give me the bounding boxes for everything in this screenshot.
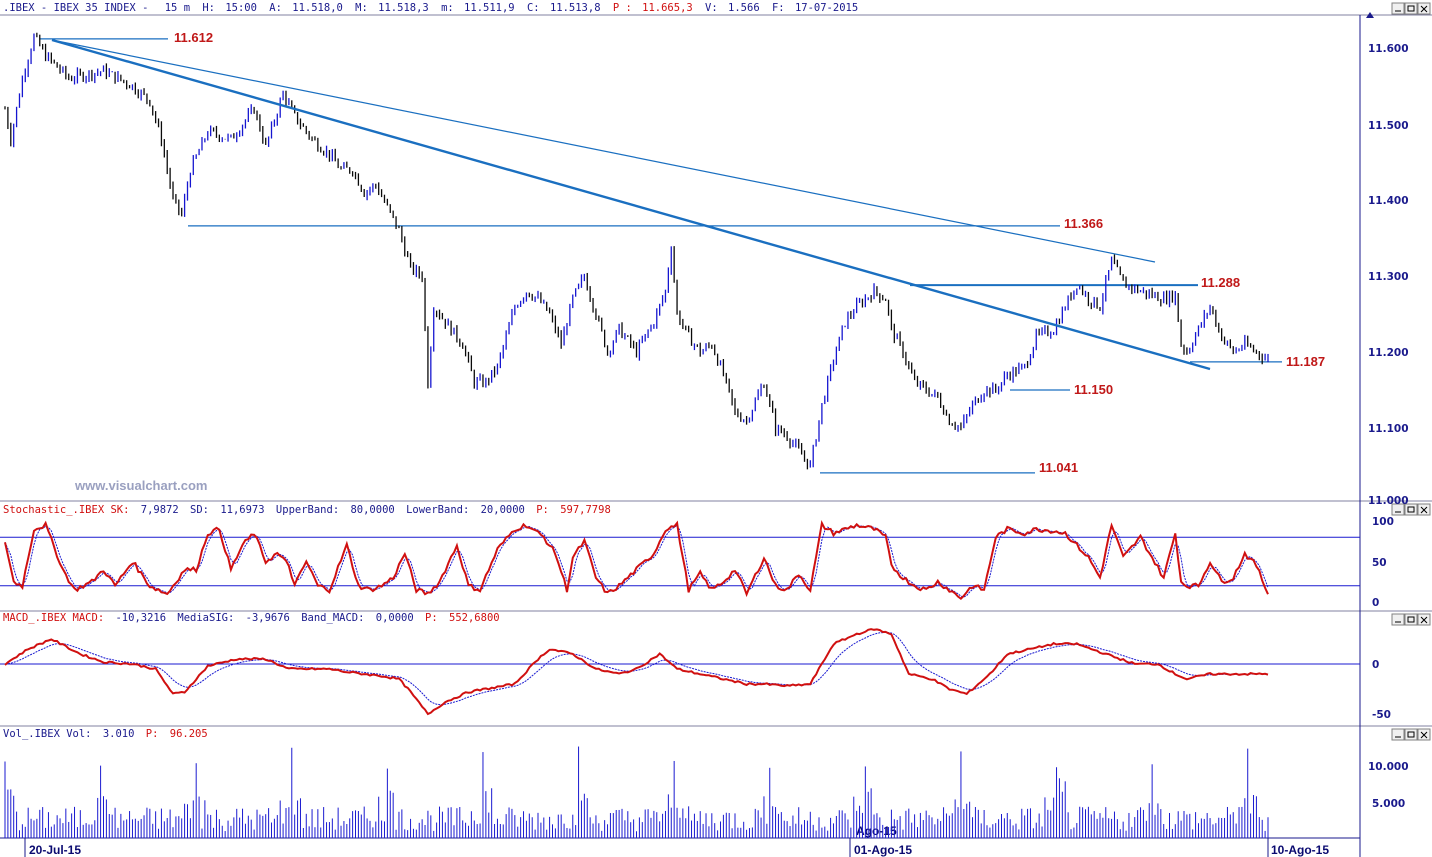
- macd-title: MACD_.IBEX MACD:: [3, 612, 104, 624]
- vol-header: Vol_.IBEX Vol: 3.010 P: 96.205: [3, 728, 208, 740]
- level-label: 11.187: [1286, 354, 1325, 369]
- x-label-20-jul: 20-Jul-15: [29, 843, 81, 857]
- header-p-value: 11.665,3: [642, 2, 693, 14]
- price-minimize-button[interactable]: [1391, 2, 1405, 15]
- header-h-label: H:: [202, 2, 215, 14]
- price-tick-label: 11.000: [1368, 495, 1409, 507]
- header-c-label: C:: [527, 2, 540, 14]
- vol-p-value: 96.205: [170, 728, 208, 740]
- header-h-value: 15:00: [225, 2, 257, 14]
- stoch-p-label: P:: [536, 504, 549, 516]
- macd-close-button[interactable]: [1417, 613, 1431, 626]
- stoch-k-line: [4, 519, 1269, 601]
- volume-bars: [4, 746, 1269, 838]
- header-low-value: 11.511,9: [464, 2, 515, 14]
- price-candles: [4, 32, 1269, 470]
- stoch-minimize-button[interactable]: [1391, 503, 1405, 516]
- macd-value: -10,3216: [115, 612, 166, 624]
- trend-line-main: [51, 38, 1211, 371]
- stoch-sk-value: 7,9872: [141, 504, 179, 516]
- watermark: www.visualchart.com: [74, 478, 207, 493]
- header-a-value: 11.518,0: [292, 2, 343, 14]
- stoch-lb-value: 20,0000: [481, 504, 525, 516]
- price-tick-label: 11.300: [1368, 271, 1409, 283]
- x-label-01-ago: 01-Ago-15: [854, 843, 912, 857]
- price-maximize-button[interactable]: [1404, 2, 1418, 15]
- stoch-close-button[interactable]: [1417, 503, 1431, 516]
- header-bar: [0, 0, 1432, 14]
- stoch-window-controls: [1391, 503, 1431, 516]
- vol-maximize-button[interactable]: [1404, 728, 1418, 741]
- vol-close-button[interactable]: [1417, 728, 1431, 741]
- price-tick-label: 11.500: [1368, 120, 1409, 132]
- vol-tick-label: 5.000: [1372, 798, 1405, 810]
- macd-tick-label: 0: [1372, 659, 1379, 671]
- macd-band-value: 0,0000: [376, 612, 414, 624]
- stoch-tick-label: 0: [1372, 597, 1379, 609]
- macd-band-label: Band_MACD:: [301, 612, 364, 624]
- macd-line: [4, 628, 1269, 716]
- macd-signal-line: [4, 631, 1269, 706]
- header-f-label: F:: [772, 2, 785, 14]
- header-c-value: 11.513,8: [550, 2, 601, 14]
- header-f-value: 17-07-2015: [795, 2, 858, 14]
- stoch-ub-value: 80,0000: [350, 504, 394, 516]
- stoch-tick-label: 50: [1372, 557, 1387, 569]
- stoch-tick-label: 100: [1372, 516, 1394, 528]
- price-tick-label: 11.400: [1368, 195, 1409, 207]
- macd-window-controls: [1391, 613, 1431, 626]
- level-label: 11.041: [1039, 460, 1078, 475]
- price-tick-label: 11.600: [1368, 43, 1409, 55]
- price-scroll-up-icon[interactable]: [1366, 12, 1374, 18]
- vol-tick-label: 10.000: [1368, 761, 1409, 773]
- level-label: 11.612: [174, 30, 213, 45]
- macd-maximize-button[interactable]: [1404, 613, 1418, 626]
- macd-tick-label: -50: [1372, 709, 1391, 721]
- stoch-sd-value: 11,6973: [220, 504, 264, 516]
- header-v-label: V:: [705, 2, 718, 14]
- stochastic-lines: [0, 519, 1360, 601]
- vol-p-label: P:: [146, 728, 159, 740]
- chart-header: .IBEX - IBEX 35 INDEX - 15 m H: 15:00 A:…: [3, 2, 858, 14]
- macd-sig-label: MediaSIG:: [177, 612, 234, 624]
- header-a-label: A:: [269, 2, 282, 14]
- macd-sig-value: -3,9676: [246, 612, 290, 624]
- vol-value: 3.010: [103, 728, 135, 740]
- trend-line-upper: [51, 39, 1156, 263]
- price-y-ticks: 11.600 11.500 11.400 11.300 11.200 11.10…: [1368, 43, 1409, 507]
- stoch-maximize-button[interactable]: [1404, 503, 1418, 516]
- stoch-title: Stochastic_.IBEX SK:: [3, 504, 129, 516]
- macd-minimize-button[interactable]: [1391, 613, 1405, 626]
- macd-lines: [0, 628, 1360, 716]
- header-p-label: P :: [613, 2, 632, 14]
- macd-p-label: P:: [425, 612, 438, 624]
- vol-window-controls: [1391, 728, 1431, 741]
- price-tick-label: 11.200: [1368, 347, 1409, 359]
- price-close-button[interactable]: [1417, 2, 1431, 15]
- header-timeframe: 15 m: [165, 2, 190, 14]
- header-m-value: 11.518,3: [378, 2, 429, 14]
- level-label: 11.288: [1201, 275, 1240, 290]
- vol-minimize-button[interactable]: [1391, 728, 1405, 741]
- stoch-ub-label: UpperBand:: [276, 504, 339, 516]
- stoch-p-value: 597,7798: [560, 504, 611, 516]
- price-tick-label: 11.100: [1368, 423, 1409, 435]
- stoch-header: Stochastic_.IBEX SK: 7,9872 SD: 11,6973 …: [3, 504, 611, 516]
- macd-p-value: 552,6800: [449, 612, 500, 624]
- header-m-label: M:: [355, 2, 368, 14]
- stoch-sd-label: SD:: [190, 504, 209, 516]
- price-levels: 11.612 11.366 11.288 11.187 11.150 11.041: [40, 30, 1325, 475]
- macd-header: MACD_.IBEX MACD: -10,3216 MediaSIG: -3,9…: [3, 612, 500, 624]
- trend-lines: [51, 38, 1211, 371]
- header-low-label: m:: [441, 2, 454, 14]
- stoch-lb-label: LowerBand:: [406, 504, 469, 516]
- level-label: 11.366: [1064, 216, 1103, 231]
- x-label-10-ago: 10-Ago-15: [1271, 843, 1329, 857]
- price-window-controls: [1391, 2, 1431, 15]
- header-symbol: .IBEX - IBEX 35 INDEX -: [3, 2, 148, 14]
- level-label: 11.150: [1074, 382, 1113, 397]
- vol-title: Vol_.IBEX Vol:: [3, 728, 92, 740]
- header-v-value: 1.566: [728, 2, 760, 14]
